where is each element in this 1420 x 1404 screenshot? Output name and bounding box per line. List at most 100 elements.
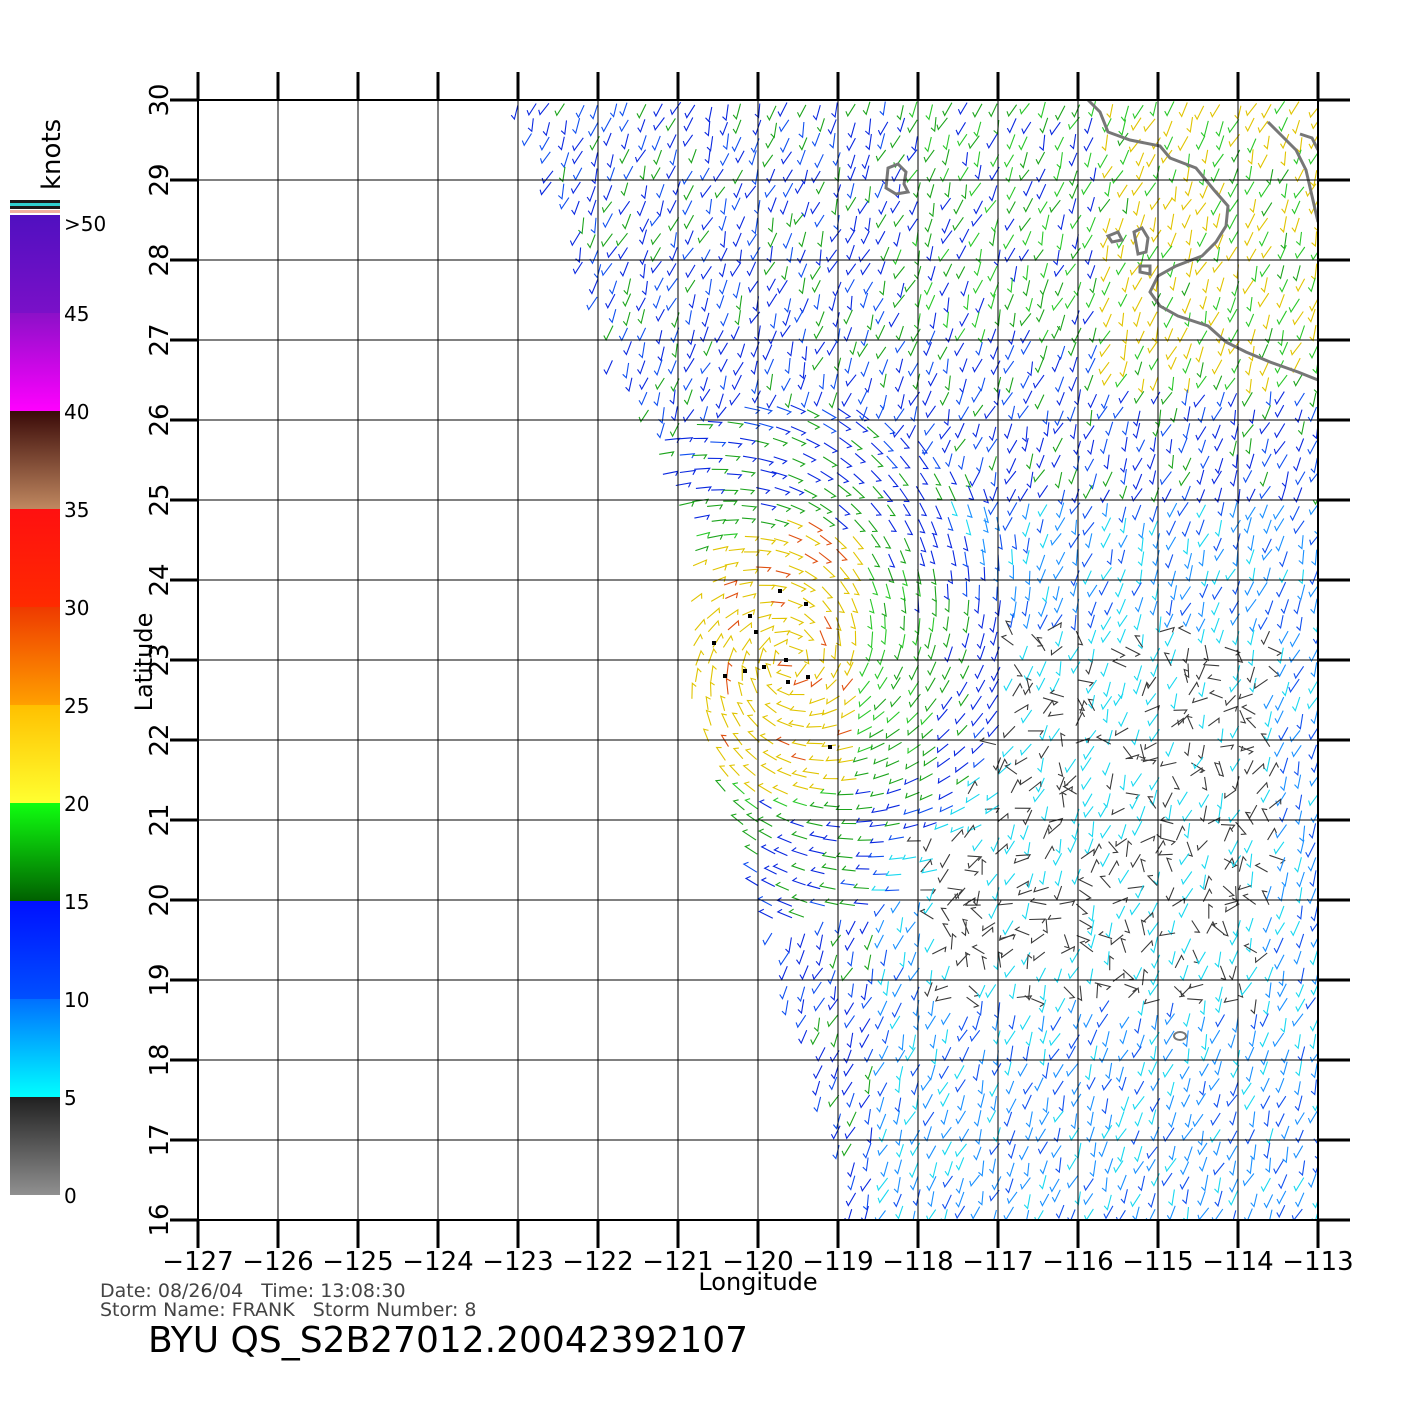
wind-barb <box>1181 282 1191 297</box>
wind-barb <box>937 757 951 768</box>
wind-barb <box>1117 824 1127 840</box>
wind-barb <box>1035 777 1045 793</box>
wind-barb <box>1227 119 1240 134</box>
wind-barb <box>821 863 837 871</box>
wind-barb <box>1085 661 1093 676</box>
wind-barb <box>1047 621 1062 631</box>
wind-barb <box>1225 903 1240 913</box>
wind-barb <box>873 1061 885 1077</box>
wind-barb <box>1196 362 1204 379</box>
wind-barb <box>707 504 724 510</box>
wind-barb <box>808 831 825 839</box>
wind-barb <box>799 362 806 380</box>
wind-barb <box>1061 791 1067 808</box>
wind-barb <box>875 311 885 325</box>
wind-barb <box>1224 857 1235 870</box>
wind-barb <box>1244 1095 1256 1111</box>
wind-barb <box>621 213 632 230</box>
wind-barb <box>1086 1111 1094 1127</box>
wind-barb <box>1245 717 1257 729</box>
wind-barb <box>639 377 649 391</box>
wind-barb <box>1244 181 1255 196</box>
wind-barb <box>988 904 999 920</box>
wind-barb <box>1082 484 1093 500</box>
wind-barb <box>1291 744 1302 758</box>
wind-barb <box>950 826 964 834</box>
wind-barb <box>1288 298 1300 314</box>
wind-barb <box>1183 1048 1190 1065</box>
wind-barb <box>821 723 837 730</box>
wind-barb <box>1118 711 1128 728</box>
wind-barb <box>789 645 804 655</box>
wind-barb <box>1214 807 1221 825</box>
wind-barb <box>761 714 776 727</box>
wind-barb <box>732 232 742 248</box>
wind-barb <box>760 762 776 775</box>
wind-barb <box>812 356 824 371</box>
wind-barb <box>988 185 998 202</box>
wind-barb <box>1180 871 1193 886</box>
wind-barb <box>776 406 793 416</box>
wind-barb <box>1291 200 1301 215</box>
wind-barb <box>1195 665 1206 681</box>
wind-barb <box>1132 104 1144 120</box>
wind-barb <box>1114 583 1124 598</box>
wind-barb <box>1159 626 1175 633</box>
wind-barb <box>849 341 857 356</box>
wind-barb <box>1055 105 1066 121</box>
lat-tick-label: 17 <box>145 1123 175 1156</box>
wind-barb <box>1054 471 1063 489</box>
wind-barb <box>939 680 950 694</box>
wind-barb <box>737 343 746 359</box>
wind-barb <box>790 862 805 871</box>
lon-tick-label: −119 <box>802 1247 873 1277</box>
wind-barb <box>960 665 970 680</box>
wind-barb <box>894 1159 903 1175</box>
wind-barb <box>1006 458 1017 475</box>
wind-barb <box>819 788 837 795</box>
wind-barb <box>893 408 905 422</box>
wind-barb <box>1280 1018 1287 1034</box>
wind-barb <box>899 952 906 968</box>
wind-barb <box>725 677 732 695</box>
wind-barb <box>1215 1014 1225 1028</box>
wind-barb <box>1147 341 1158 354</box>
wind-barb <box>1215 121 1224 137</box>
wind-barb <box>813 1017 821 1033</box>
wind-barb <box>684 104 696 119</box>
wind-barb <box>725 454 741 461</box>
wind-barb <box>1014 926 1030 936</box>
wind-barb <box>1090 858 1100 873</box>
wind-barb <box>601 117 612 133</box>
wind-barb <box>941 1126 952 1140</box>
wind-barb <box>808 846 825 855</box>
wind-barb <box>1128 986 1140 999</box>
wind-barb <box>1222 920 1229 937</box>
wind-barb <box>1168 376 1175 392</box>
wind-barb <box>1039 117 1049 134</box>
lat-tick-label: 21 <box>145 803 175 836</box>
wind-barb <box>1296 714 1304 730</box>
wind-barb <box>572 137 584 152</box>
wind-barb <box>954 422 965 439</box>
wind-barb <box>862 101 871 116</box>
lon-tick-label: −125 <box>322 1247 393 1277</box>
wind-barb <box>1071 327 1082 344</box>
wind-barb <box>773 638 789 647</box>
wind-barb <box>850 503 863 515</box>
wind-barb <box>1261 453 1272 468</box>
wind-barb <box>854 519 867 533</box>
wind-barb <box>736 216 746 230</box>
wind-barb <box>1231 1017 1239 1034</box>
wind-barb <box>606 154 614 169</box>
wind-barb <box>1086 1077 1096 1091</box>
wind-barb <box>1277 244 1287 261</box>
wind-barb <box>1120 105 1130 122</box>
wind-barb <box>1146 676 1157 690</box>
wind-barb <box>1242 1173 1255 1187</box>
wind-barb <box>1149 789 1158 807</box>
wind-barb <box>971 742 984 755</box>
wind-barb <box>840 457 853 469</box>
wind-barb <box>1308 503 1318 516</box>
wind-barb <box>1199 1000 1206 1016</box>
